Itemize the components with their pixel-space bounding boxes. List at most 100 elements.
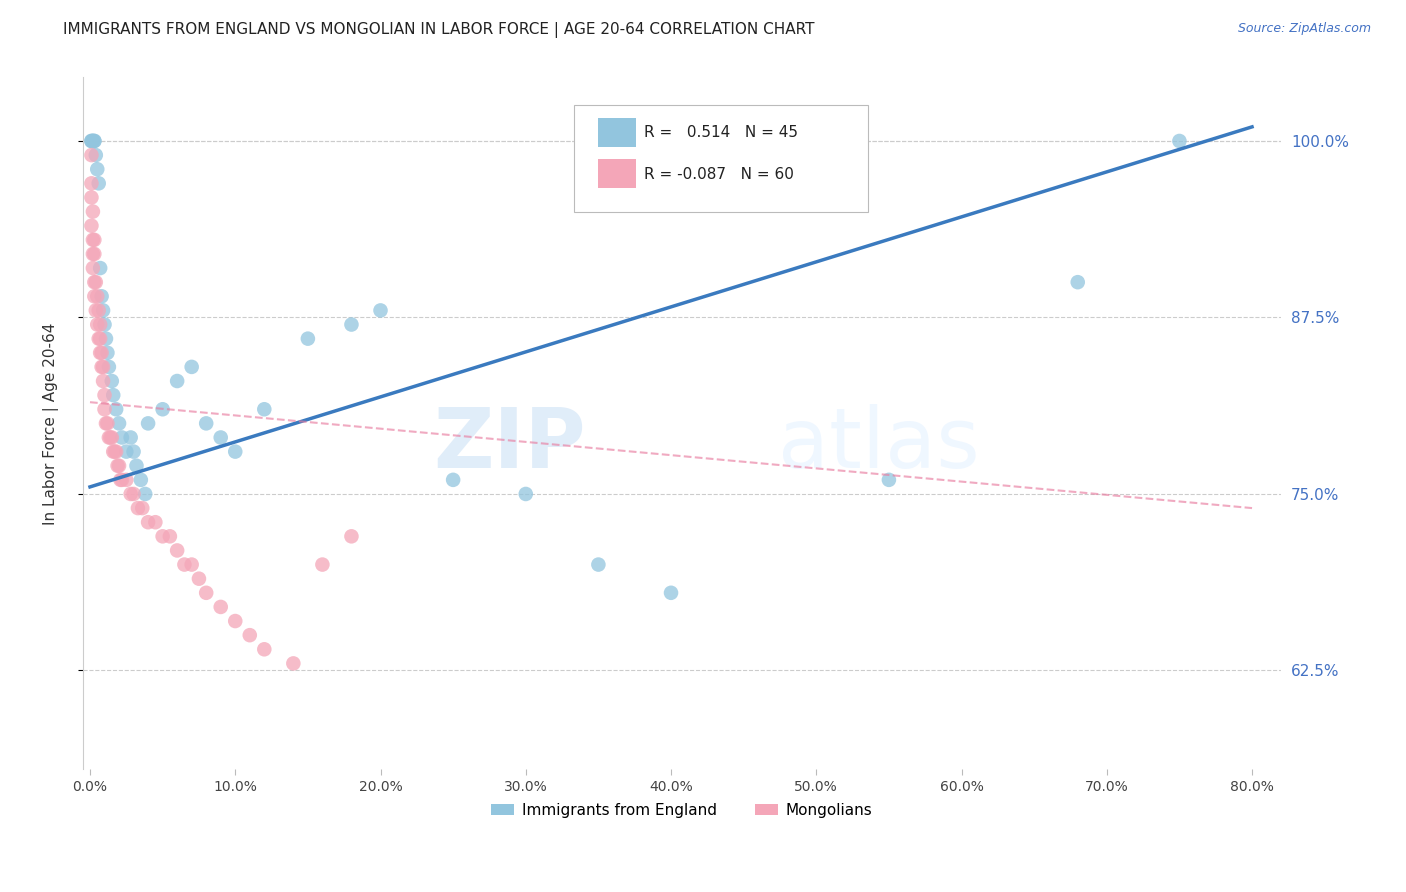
Point (83, 275, 105, 289)
Point (89, 332, 111, 346)
Text: Source: ZipAtlas.com: Source: ZipAtlas.com (1237, 22, 1371, 36)
Point (122, 487, 145, 501)
Point (159, 529, 181, 543)
Point (93, 318, 115, 332)
Point (209, 430, 232, 444)
Point (108, 458, 131, 473)
Point (115, 473, 138, 487)
Point (89, 318, 111, 332)
Text: IMMIGRANTS FROM ENGLAND VS MONGOLIAN IN LABOR FORCE | AGE 20-64 CORRELATION CHAR: IMMIGRANTS FROM ENGLAND VS MONGOLIAN IN … (63, 22, 814, 38)
Point (91, 359, 114, 374)
Point (115, 444, 138, 458)
Point (125, 458, 148, 473)
Point (105, 444, 128, 458)
Point (82, 233, 104, 247)
Point (127, 501, 149, 516)
Point (93, 388, 115, 402)
Point (107, 458, 129, 473)
Point (180, 558, 202, 572)
Point (152, 402, 174, 417)
Point (80, 148, 103, 162)
Point (195, 586, 218, 600)
Point (87, 303, 110, 318)
Point (180, 359, 202, 374)
Point (104, 444, 127, 458)
Point (370, 303, 392, 318)
Point (224, 614, 246, 628)
FancyBboxPatch shape (574, 105, 868, 212)
Point (143, 515, 166, 529)
Point (166, 374, 188, 388)
Text: ZIP: ZIP (433, 403, 586, 484)
Point (136, 417, 159, 431)
Point (129, 473, 152, 487)
Point (108, 417, 131, 431)
Point (659, 586, 682, 600)
Point (89, 345, 111, 359)
Point (84, 275, 107, 289)
Point (131, 501, 153, 516)
Point (253, 642, 276, 657)
Point (98, 430, 121, 444)
Point (103, 444, 125, 458)
Point (80, 134, 103, 148)
Point (82, 261, 104, 276)
Text: R = -0.087   N = 60: R = -0.087 N = 60 (644, 167, 793, 182)
Point (90, 345, 112, 359)
Point (101, 430, 124, 444)
Point (340, 318, 363, 332)
Point (90, 359, 112, 374)
Point (136, 515, 159, 529)
Point (80, 134, 103, 148)
Point (89, 261, 111, 276)
Point (97, 430, 120, 444)
Point (1067, 275, 1090, 289)
Point (80, 177, 103, 191)
Point (253, 402, 276, 417)
Text: R =   0.514   N = 45: R = 0.514 N = 45 (644, 125, 797, 140)
Point (441, 473, 464, 487)
Point (120, 430, 142, 444)
Point (83, 233, 105, 247)
Point (209, 599, 232, 614)
Point (82, 204, 104, 219)
Point (224, 444, 246, 458)
Point (515, 487, 537, 501)
Point (91, 374, 114, 388)
Point (94, 417, 117, 431)
Point (877, 473, 900, 487)
Point (97, 359, 120, 374)
Point (84, 148, 107, 162)
Point (83, 134, 105, 148)
Point (152, 529, 174, 543)
Point (195, 417, 218, 431)
Point (83, 289, 105, 303)
Point (101, 374, 124, 388)
Point (80, 190, 103, 204)
Point (134, 487, 156, 501)
Point (239, 628, 262, 642)
Point (84, 303, 107, 318)
Point (111, 430, 134, 444)
Point (96, 417, 118, 431)
Point (311, 558, 333, 572)
Point (86, 162, 108, 177)
Y-axis label: In Labor Force | Age 20-64: In Labor Force | Age 20-64 (44, 322, 59, 524)
Point (105, 402, 128, 417)
Point (93, 402, 115, 417)
Point (110, 473, 132, 487)
Point (187, 572, 209, 586)
FancyBboxPatch shape (598, 159, 637, 188)
Point (87, 332, 110, 346)
Point (111, 473, 134, 487)
Point (103, 388, 125, 402)
Point (94, 332, 117, 346)
Point (83, 134, 105, 148)
Point (90, 289, 112, 303)
Point (122, 444, 145, 458)
Point (87, 177, 110, 191)
Point (96, 345, 118, 359)
FancyBboxPatch shape (598, 118, 637, 146)
Point (82, 134, 104, 148)
Point (91, 303, 114, 318)
